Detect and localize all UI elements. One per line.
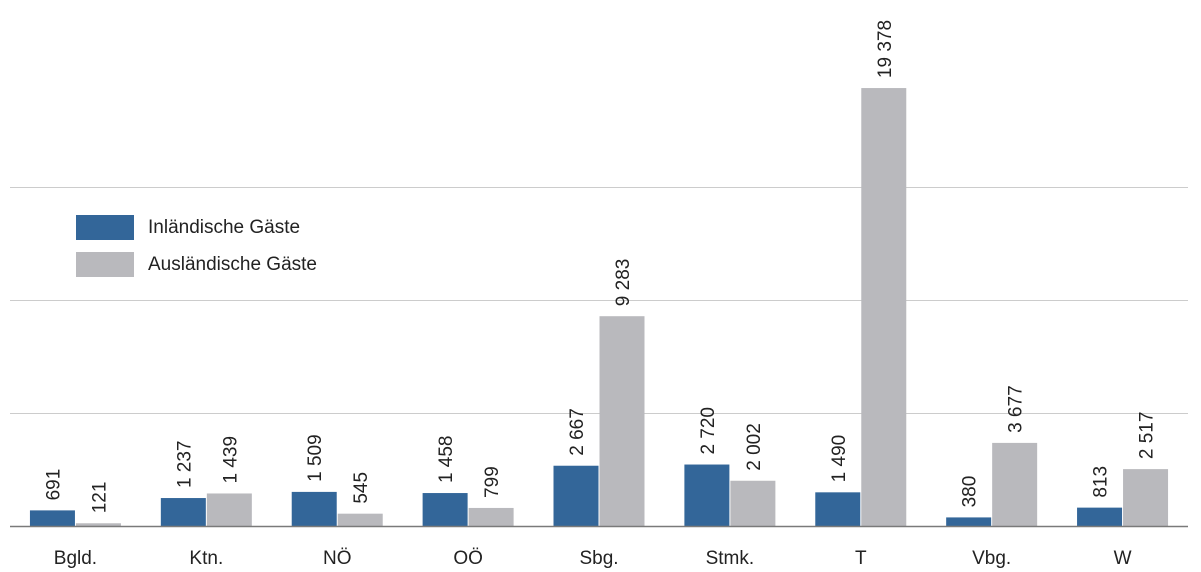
data-label-inland-8: 380: [960, 476, 981, 508]
x-tick-label-8: Vbg.: [972, 548, 1011, 569]
x-tick-label-5: Sbg.: [579, 548, 618, 569]
bar-ausland-6: [730, 480, 776, 526]
x-tick-label-7: T: [855, 548, 867, 569]
legend-swatch-ausland: [76, 252, 134, 277]
data-label-ausland-5: 9 283: [613, 259, 634, 307]
bar-ausland-1: [75, 523, 121, 526]
bar-inland-4: [422, 493, 468, 526]
legend-item-ausland: Ausländische Gäste: [76, 252, 317, 277]
bar-inland-8: [946, 517, 992, 526]
legend-label-inland: Inländische Gäste: [148, 216, 301, 238]
x-tick-label-3: NÖ: [323, 548, 352, 569]
bar-ausland-5: [599, 316, 645, 526]
data-label-inland-4: 1 458: [436, 436, 457, 484]
data-label-ausland-7: 19 378: [875, 20, 896, 78]
data-label-inland-5: 2 667: [567, 408, 588, 456]
data-label-ausland-3: 545: [351, 472, 372, 504]
data-label-inland-9: 813: [1091, 466, 1112, 498]
legend: Inländische Gäste Ausländische Gäste: [76, 215, 317, 289]
bar-ausland-4: [468, 507, 514, 526]
bar-inland-7: [815, 492, 861, 526]
bar-inland-9: [1077, 507, 1123, 526]
x-tick-label-1: Bgld.: [54, 548, 97, 569]
bar-ausland-7: [861, 88, 907, 527]
data-label-ausland-8: 3 677: [1006, 385, 1027, 433]
x-tick-label-9: W: [1114, 548, 1132, 569]
x-tick-label-4: OÖ: [453, 548, 483, 569]
x-tick-label-6: Stmk.: [706, 548, 755, 569]
data-label-ausland-6: 2 002: [744, 423, 765, 471]
data-label-ausland-2: 1 439: [220, 436, 241, 484]
data-label-ausland-1: 121: [89, 482, 110, 514]
bar-inland-5: [553, 465, 599, 526]
data-label-ausland-4: 799: [482, 466, 503, 498]
bar-ausland-2: [206, 493, 252, 526]
legend-label-ausland: Ausländische Gäste: [148, 253, 317, 275]
bar-ausland-9: [1123, 469, 1169, 526]
legend-swatch-inland: [76, 215, 134, 240]
data-label-inland-6: 2 720: [698, 407, 719, 455]
data-label-inland-1: 691: [43, 469, 64, 501]
bar-inland-2: [160, 498, 206, 526]
bar-ausland-8: [992, 442, 1038, 526]
data-label-ausland-9: 2 517: [1137, 412, 1158, 460]
legend-item-inland: Inländische Gäste: [76, 215, 317, 240]
bar-inland-6: [684, 464, 730, 526]
data-label-inland-2: 1 237: [174, 440, 195, 488]
bar-inland-1: [29, 510, 75, 526]
bar-ausland-3: [337, 513, 383, 526]
data-label-inland-7: 1 490: [829, 435, 850, 483]
data-label-inland-3: 1 509: [305, 434, 326, 482]
x-tick-label-2: Ktn.: [189, 548, 223, 569]
bar-inland-3: [291, 491, 337, 526]
